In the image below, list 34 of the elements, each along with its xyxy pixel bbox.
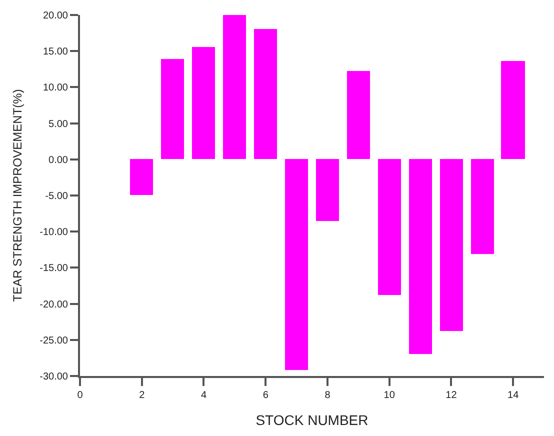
y-tick-label: -30.00 xyxy=(40,372,68,382)
x-tick-label: 12 xyxy=(446,390,458,401)
y-tick-label: -10.00 xyxy=(40,227,68,238)
bar xyxy=(161,59,184,159)
bar xyxy=(347,71,370,159)
y-tick-label: -25.00 xyxy=(40,335,68,346)
bar xyxy=(316,159,339,221)
bar xyxy=(378,159,401,295)
x-tick-label: 2 xyxy=(139,390,146,401)
bar xyxy=(471,159,494,254)
y-tick-label: 5.00 xyxy=(48,118,68,130)
x-axis-title: STOCK NUMBER xyxy=(256,412,368,428)
x-tick-label: 6 xyxy=(262,390,269,401)
x-tick-label: 8 xyxy=(324,390,331,401)
y-tick-label: 0.00 xyxy=(48,154,68,166)
y-tick-label: 20.00 xyxy=(42,10,68,22)
bar xyxy=(192,47,215,159)
y-tick-label: -20.00 xyxy=(40,299,68,310)
x-tick-label: 0 xyxy=(77,390,84,401)
y-axis-title: TEAR STRENGTH IMPROVEMENT(%) xyxy=(10,89,24,302)
x-tick-label: 4 xyxy=(200,390,207,401)
bar xyxy=(130,159,153,195)
bar xyxy=(223,15,246,159)
x-tick-label: 14 xyxy=(508,390,520,401)
bar xyxy=(254,29,277,159)
bar xyxy=(285,159,308,370)
y-tick-label: 10.00 xyxy=(42,82,68,94)
bar xyxy=(501,61,525,159)
y-tick-label: -15.00 xyxy=(40,263,68,274)
y-tick-label: -5.00 xyxy=(45,191,68,202)
x-tick-label: 10 xyxy=(384,390,396,401)
bar xyxy=(409,159,432,354)
y-tick-label: 15.00 xyxy=(42,46,68,58)
bar xyxy=(440,159,463,331)
